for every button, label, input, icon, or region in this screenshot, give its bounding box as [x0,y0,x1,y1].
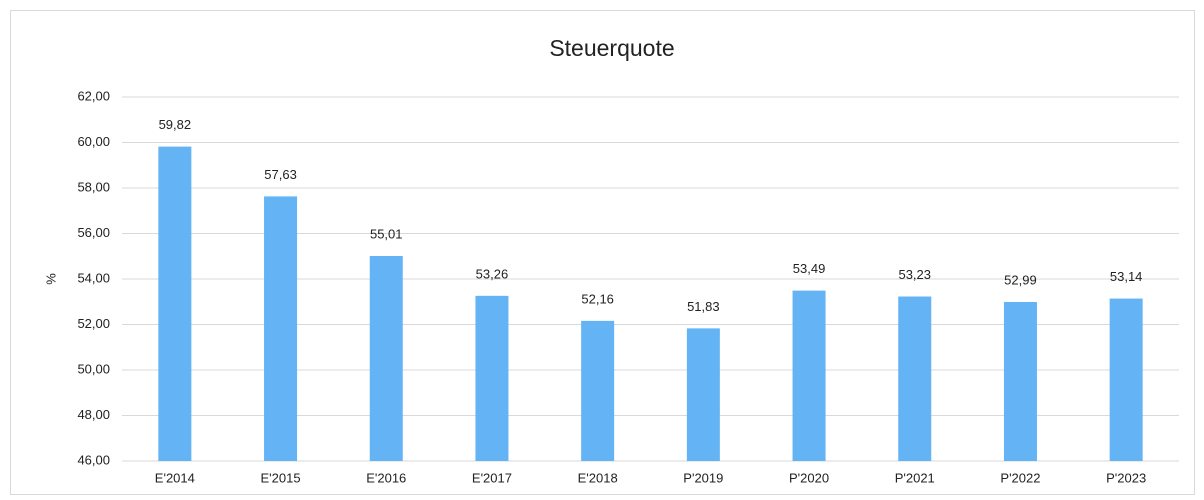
y-axis-label: % [43,273,58,285]
y-tick-label: 62,00 [77,88,110,103]
y-tick-label: 46,00 [77,452,110,467]
value-label: 53,49 [793,261,826,276]
value-label: 59,82 [159,117,192,132]
x-tick-label: P'2023 [1106,470,1146,485]
bar [475,295,509,461]
value-label: 52,99 [1004,272,1037,287]
y-tick-label: 52,00 [77,316,110,331]
x-tick-label: P'2021 [895,470,935,485]
x-tick-label: P'2022 [1000,470,1040,485]
y-tick-label: 56,00 [77,225,110,240]
bar [581,320,615,461]
bar [264,196,298,462]
value-label: 51,83 [687,299,720,314]
y-tick-label: 58,00 [77,179,110,194]
bar [158,146,192,461]
x-tick-label: E'2016 [366,470,406,485]
bar [1003,301,1037,461]
bar [369,256,403,461]
value-label: 53,14 [1110,269,1143,284]
x-tick-label: P'2019 [683,470,723,485]
value-label: 55,01 [370,226,403,241]
value-label: 53,23 [898,267,931,282]
x-tick-label: E'2014 [155,470,195,485]
y-tick-label: 54,00 [77,270,110,285]
x-tick-label: E'2015 [261,470,301,485]
y-tick-label: 50,00 [77,361,110,376]
x-tick-label: E'2017 [472,470,512,485]
x-tick-label: E'2018 [578,470,618,485]
bar [686,328,720,461]
x-tick-label: P'2020 [789,470,829,485]
value-label: 52,16 [581,291,614,306]
y-tick-label: 60,00 [77,134,110,149]
bar [1109,298,1143,461]
chart-title: Steuerquote [549,35,674,61]
bar [792,290,826,461]
value-label: 53,26 [476,266,509,281]
bar [898,296,932,461]
value-label: 57,63 [264,167,297,182]
y-tick-label: 48,00 [77,407,110,422]
